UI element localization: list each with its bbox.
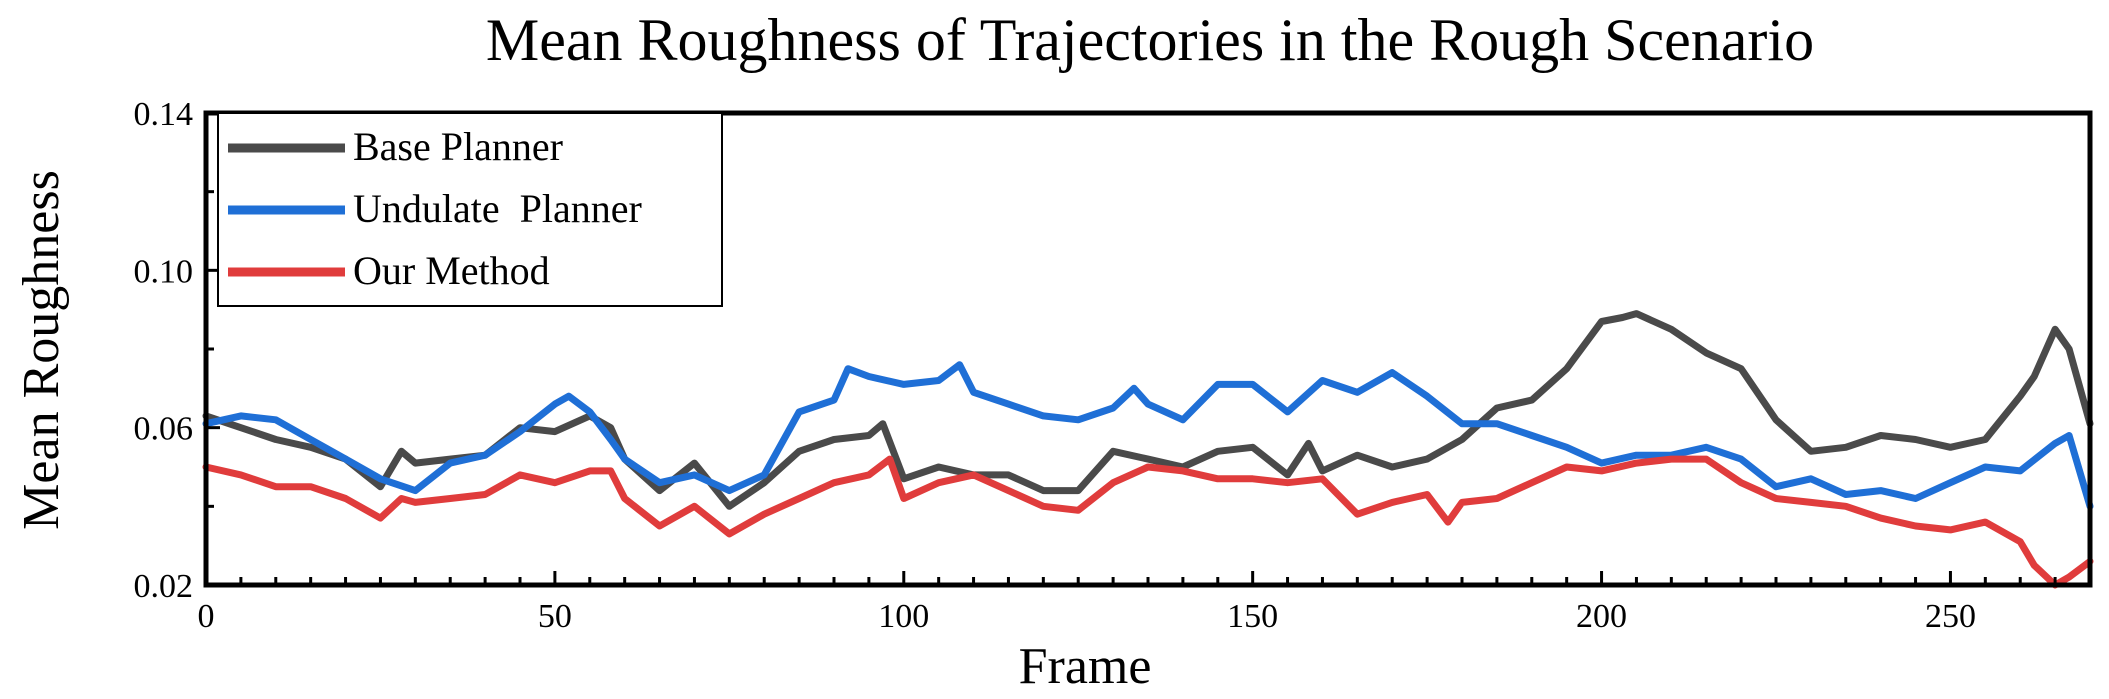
x-axis-label: Frame xyxy=(1019,638,1152,695)
series-layer xyxy=(202,310,2094,589)
series-line-undulate-planner xyxy=(202,361,2094,510)
y-tick-label: 0.06 xyxy=(134,411,194,448)
y-tick-label: 0.14 xyxy=(134,96,194,133)
x-tick-label: 0 xyxy=(198,598,215,635)
y-axis-label: Mean Roughness xyxy=(13,170,70,530)
y-tick-label: 0.10 xyxy=(134,253,194,290)
plot-frame xyxy=(203,110,2093,588)
x-tick-label: 250 xyxy=(1925,598,1976,635)
x-tick-label: 100 xyxy=(878,598,929,635)
y-tick-label: 0.02 xyxy=(134,568,194,605)
x-tick-label: 50 xyxy=(538,598,572,635)
legend: Base Planner Undulate Planner Our Method xyxy=(217,112,723,307)
legend-label-our-method: Our Method xyxy=(353,248,550,293)
x-tick-label: 200 xyxy=(1576,598,1627,635)
legend-label-undulate-planner: Undulate Planner xyxy=(353,186,642,231)
series-line-our-method xyxy=(202,455,2094,589)
chart-title: Mean Roughness of Trajectories in the Ro… xyxy=(486,7,1814,73)
x-tick-label: 150 xyxy=(1227,598,1278,635)
legend-label-base-planner: Base Planner xyxy=(353,124,563,169)
